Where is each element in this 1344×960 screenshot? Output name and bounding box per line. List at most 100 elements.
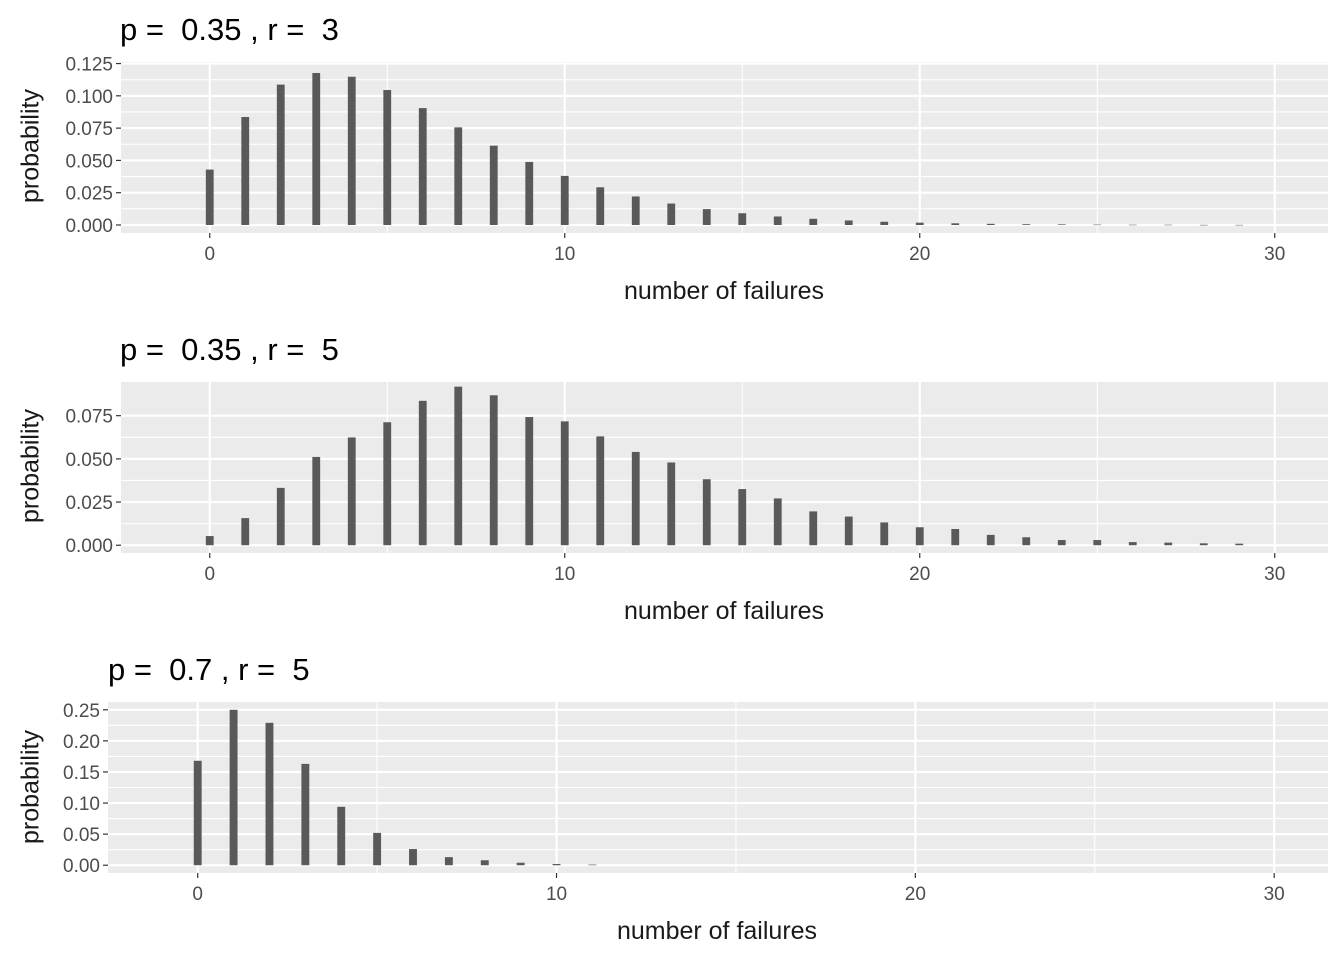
bar bbox=[418, 400, 427, 546]
bar bbox=[1164, 224, 1173, 226]
bar bbox=[1199, 224, 1208, 226]
bar bbox=[588, 864, 597, 866]
bar bbox=[418, 108, 427, 225]
bar bbox=[1057, 540, 1066, 546]
bar bbox=[1022, 224, 1031, 225]
bar bbox=[631, 196, 640, 225]
y-tick-label: 0.100 bbox=[65, 87, 113, 108]
plot-area: 0 10 20 30 0.000 0.025 0.050 0.075 0.100 0.125 bbox=[65, 55, 1328, 265]
bar bbox=[738, 213, 747, 225]
bar bbox=[480, 860, 489, 866]
y-tick-label: 0.10 bbox=[63, 794, 100, 815]
bar bbox=[383, 90, 392, 225]
bar bbox=[1235, 224, 1244, 226]
bar bbox=[489, 395, 498, 546]
bar bbox=[347, 437, 356, 546]
x-tick-label: 20 bbox=[909, 244, 930, 265]
bar bbox=[373, 832, 382, 866]
x-tick-label: 30 bbox=[1264, 564, 1285, 585]
bar bbox=[667, 203, 676, 225]
x-tick-label: 30 bbox=[1264, 244, 1285, 265]
bar bbox=[347, 76, 356, 225]
bar bbox=[986, 223, 995, 225]
bar bbox=[444, 857, 453, 866]
bar bbox=[265, 722, 274, 866]
chart-title: p = 0.7 , r = 5 bbox=[108, 652, 310, 687]
bar bbox=[1057, 224, 1066, 225]
bar bbox=[773, 216, 782, 225]
bar bbox=[631, 451, 640, 546]
y-tick-label: 0.05 bbox=[63, 825, 100, 846]
bar bbox=[667, 462, 676, 546]
x-axis-label: number of failures bbox=[623, 277, 825, 305]
bar bbox=[560, 175, 569, 225]
y-tick-label: 0.025 bbox=[65, 493, 113, 514]
bar bbox=[1235, 543, 1244, 546]
x-tick-label: 0 bbox=[192, 884, 203, 905]
bar bbox=[809, 218, 818, 225]
bar bbox=[1128, 542, 1137, 546]
bar bbox=[312, 72, 321, 225]
bar bbox=[880, 522, 889, 546]
x-tick-label: 0 bbox=[204, 564, 215, 585]
bar bbox=[560, 421, 569, 546]
bar bbox=[312, 456, 321, 546]
bar bbox=[409, 849, 417, 866]
bar bbox=[241, 117, 250, 225]
bar bbox=[454, 386, 463, 546]
bar bbox=[552, 863, 561, 866]
bar bbox=[301, 763, 310, 866]
bar bbox=[525, 161, 534, 225]
y-tick-label: 0.000 bbox=[65, 536, 113, 557]
bar bbox=[702, 209, 711, 225]
panel-background bbox=[121, 382, 1328, 553]
bar bbox=[702, 479, 711, 546]
y-tick-label: 0.050 bbox=[65, 450, 113, 471]
y-tick-label: 0.20 bbox=[63, 732, 100, 753]
bar bbox=[951, 528, 960, 546]
bar bbox=[205, 169, 214, 225]
x-tick-label: 10 bbox=[546, 884, 567, 905]
bar bbox=[915, 222, 924, 225]
y-tick-label: 0.00 bbox=[63, 856, 100, 877]
x-tick-label: 20 bbox=[905, 884, 926, 905]
bar bbox=[1022, 537, 1031, 546]
x-axis-label: number of failures bbox=[623, 597, 825, 625]
bar bbox=[809, 511, 818, 546]
bar bbox=[276, 84, 285, 225]
x-tick-label: 0 bbox=[204, 244, 215, 265]
bar bbox=[383, 422, 392, 546]
plot-area: 0 10 20 30 0.000 0.025 0.050 0.075 bbox=[65, 382, 1328, 585]
y-tick-label: 0.075 bbox=[65, 119, 113, 140]
bar bbox=[229, 709, 238, 866]
x-tick-label: 20 bbox=[909, 564, 930, 585]
bar bbox=[489, 145, 498, 225]
y-tick-label: 0.15 bbox=[63, 763, 100, 784]
plot-area: 0 10 20 30 0.00 0.05 0.10 0.15 0.20 0.25 bbox=[63, 701, 1328, 905]
y-tick-label: 0.000 bbox=[65, 216, 113, 237]
bar bbox=[844, 220, 853, 225]
bar bbox=[241, 518, 250, 546]
bar bbox=[986, 534, 995, 546]
x-tick-label: 30 bbox=[1264, 884, 1285, 905]
x-tick-label: 10 bbox=[554, 564, 575, 585]
bar bbox=[915, 527, 924, 546]
y-tick-label: 0.25 bbox=[63, 701, 100, 722]
bar bbox=[596, 187, 605, 225]
chart-panel-3: p = 0.7 , r = 5 probability 0 10 20 30 0.00 0… bbox=[0, 640, 1344, 960]
bar bbox=[773, 498, 782, 546]
bar bbox=[1164, 542, 1173, 546]
bar bbox=[276, 487, 285, 546]
bar bbox=[738, 489, 747, 546]
bar bbox=[844, 516, 853, 546]
bar bbox=[193, 760, 202, 866]
panel-background bbox=[121, 62, 1328, 233]
x-tick-label: 10 bbox=[554, 244, 575, 265]
y-tick-label: 0.050 bbox=[65, 151, 113, 172]
y-tick-label: 0.125 bbox=[65, 55, 113, 76]
chart-panel-1: p = 0.35 , r = 3 probability 0 10 20 30 0.00… bbox=[0, 0, 1344, 320]
x-axis-label: number of failures bbox=[616, 917, 818, 945]
bar bbox=[1093, 540, 1102, 546]
chart-panel-2: p = 0.35 , r = 5 probability 0 10 20 30 0.00… bbox=[0, 320, 1344, 640]
bar bbox=[205, 536, 214, 546]
